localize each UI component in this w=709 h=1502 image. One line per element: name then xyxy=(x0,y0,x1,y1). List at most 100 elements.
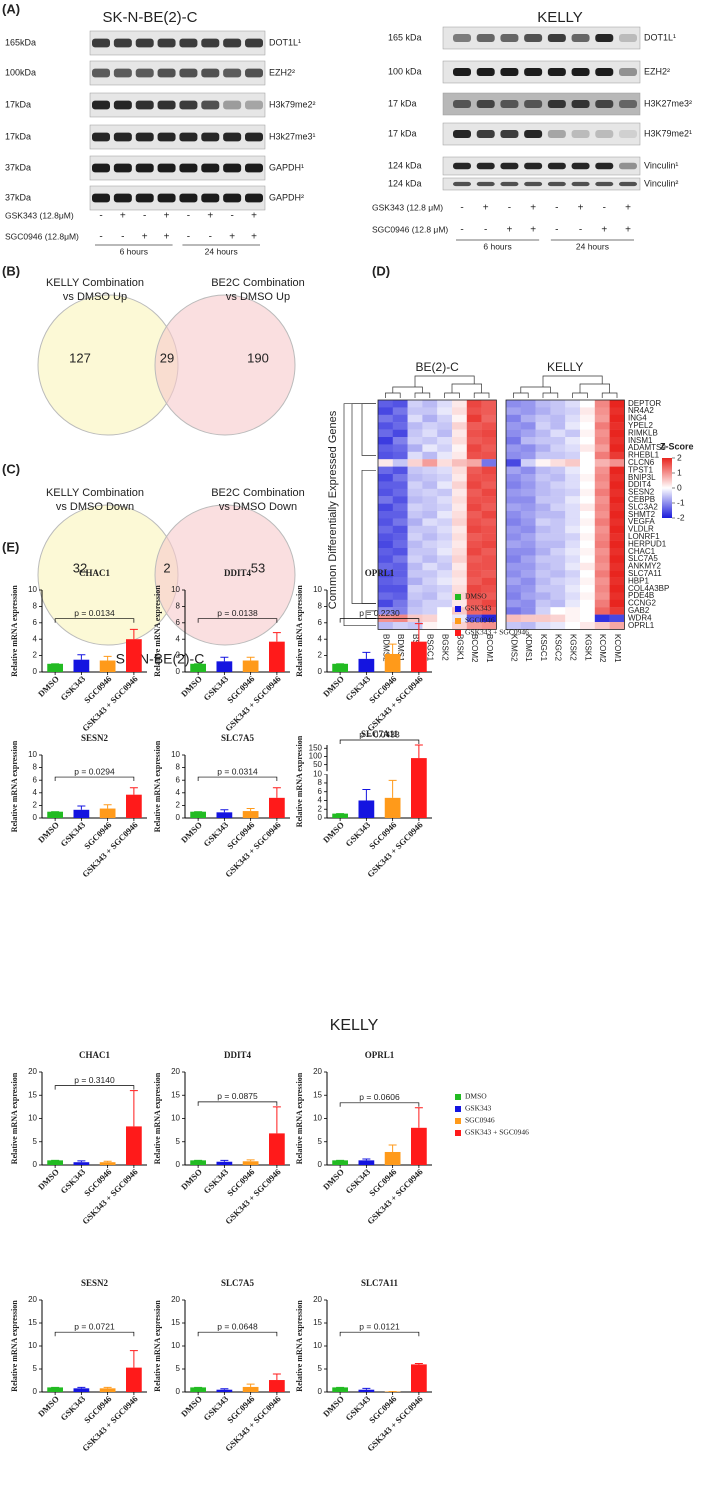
heatmap-cell xyxy=(520,622,536,630)
y-axis-label: Relative mRNA expression xyxy=(153,1072,162,1164)
y-tick-label: 4 xyxy=(33,634,38,643)
heatmap-cell xyxy=(392,607,408,615)
dendrogram xyxy=(579,383,610,393)
heatmap-cell xyxy=(378,400,393,408)
p-value: p = 0.0294 xyxy=(74,766,115,776)
error-bar xyxy=(414,1362,423,1365)
heatmap-cell xyxy=(437,444,453,452)
heatmap-cell xyxy=(535,599,551,608)
heatmap-cell xyxy=(452,488,467,497)
heatmap-cell xyxy=(609,422,625,430)
heatmap-cell xyxy=(378,518,393,526)
chart-title: OPRL1 xyxy=(365,568,395,578)
bar xyxy=(73,1388,90,1392)
heatmap-cell xyxy=(422,511,438,519)
treatment-sign: + xyxy=(530,203,536,214)
heatmap-cell xyxy=(609,525,625,534)
heatmap-cell xyxy=(520,585,536,593)
heatmap-cell xyxy=(506,459,521,467)
x-tick-label: DMSO xyxy=(36,673,61,698)
heatmap-cell xyxy=(550,533,566,541)
heatmap-cell xyxy=(452,540,467,549)
blot-band xyxy=(245,163,263,173)
treatment-sign: + xyxy=(601,225,607,236)
error-bar xyxy=(77,805,86,810)
axis-break xyxy=(323,771,436,775)
protein-label: Vinculin² xyxy=(644,178,678,188)
heatmap-cell xyxy=(452,481,467,489)
blot-band xyxy=(135,38,154,48)
heatmap-cell xyxy=(378,459,393,467)
p-value: p = 0.0433 xyxy=(359,729,400,739)
heatmap-cell xyxy=(565,466,581,475)
heatmap-cell xyxy=(392,511,408,519)
x-tick-label: DMSO xyxy=(36,819,61,844)
bar xyxy=(126,1367,142,1392)
error-bar xyxy=(272,1106,281,1134)
blot-band xyxy=(571,34,590,42)
heatmap-cell xyxy=(609,466,625,475)
heatmap-cell xyxy=(378,481,393,489)
heatmap-cell xyxy=(580,444,595,452)
y-tick-label: 10 xyxy=(313,585,322,594)
y-axis-label: Relative mRNA expression xyxy=(153,1300,162,1392)
bar xyxy=(73,659,90,672)
timepoint-label: 24 hours xyxy=(205,246,238,256)
heatmap-cell xyxy=(520,488,536,497)
bar xyxy=(126,794,142,818)
error-bar xyxy=(129,1350,138,1368)
column-label: KDMS1 xyxy=(524,634,533,662)
significance-bracket xyxy=(339,618,420,623)
treatment-sign: - xyxy=(143,211,146,222)
heatmap-cell xyxy=(535,577,551,586)
bar xyxy=(358,1160,375,1165)
heatmap-cell xyxy=(609,400,625,408)
blot-band xyxy=(524,181,543,187)
heatmap-cell xyxy=(481,503,497,512)
heatmap-cell xyxy=(594,562,610,571)
heatmap-cell xyxy=(506,496,521,504)
heatmap-cell xyxy=(594,444,610,452)
blot-band xyxy=(453,130,471,138)
legend-label: GSK343 xyxy=(465,1104,492,1113)
heatmap-cell xyxy=(407,474,423,482)
gene-label: RHEBL1 xyxy=(628,451,660,460)
heatmap-cell xyxy=(392,451,408,460)
blot-band xyxy=(500,100,519,108)
heatmap-cell xyxy=(550,548,566,556)
heatmap-cell xyxy=(481,585,497,593)
venn-label: BE2C Combination xyxy=(211,277,305,289)
heatmap-cell xyxy=(452,437,467,445)
heatmap-cell xyxy=(407,622,423,630)
legend-swatch xyxy=(455,630,461,636)
heatmap-cell xyxy=(594,422,610,430)
blot-band xyxy=(524,130,543,138)
blot-band xyxy=(113,163,132,173)
heatmap-cell xyxy=(407,503,423,512)
heatmap-cell xyxy=(392,459,408,467)
heatmap-cell xyxy=(535,429,551,438)
heatmap-cell xyxy=(565,518,581,526)
heatmap-cell xyxy=(535,511,551,519)
heatmap-cell xyxy=(466,555,482,563)
heatmap-cell xyxy=(609,570,625,578)
significance-bracket xyxy=(339,1102,420,1107)
blot-band xyxy=(476,68,495,76)
y-tick-label: 15 xyxy=(171,1090,180,1099)
dendrogram xyxy=(361,469,376,604)
heatmap-cell xyxy=(535,614,551,623)
bar xyxy=(99,1162,116,1165)
y-tick-label: 0 xyxy=(33,667,38,676)
y-tick-label: 5 xyxy=(318,1364,323,1373)
heatmap-cell xyxy=(594,548,610,556)
heatmap-cell xyxy=(466,466,482,475)
heatmap-cell xyxy=(481,525,497,534)
blot-band xyxy=(595,68,614,76)
gene-label: SLC7A5 xyxy=(628,554,658,563)
error-bar xyxy=(362,789,371,801)
heatmap-cell xyxy=(609,511,625,519)
heatmap-cell xyxy=(535,437,551,445)
heatmap-cell xyxy=(550,488,566,497)
heatmap-cell xyxy=(535,466,551,475)
blot-band xyxy=(453,34,471,42)
